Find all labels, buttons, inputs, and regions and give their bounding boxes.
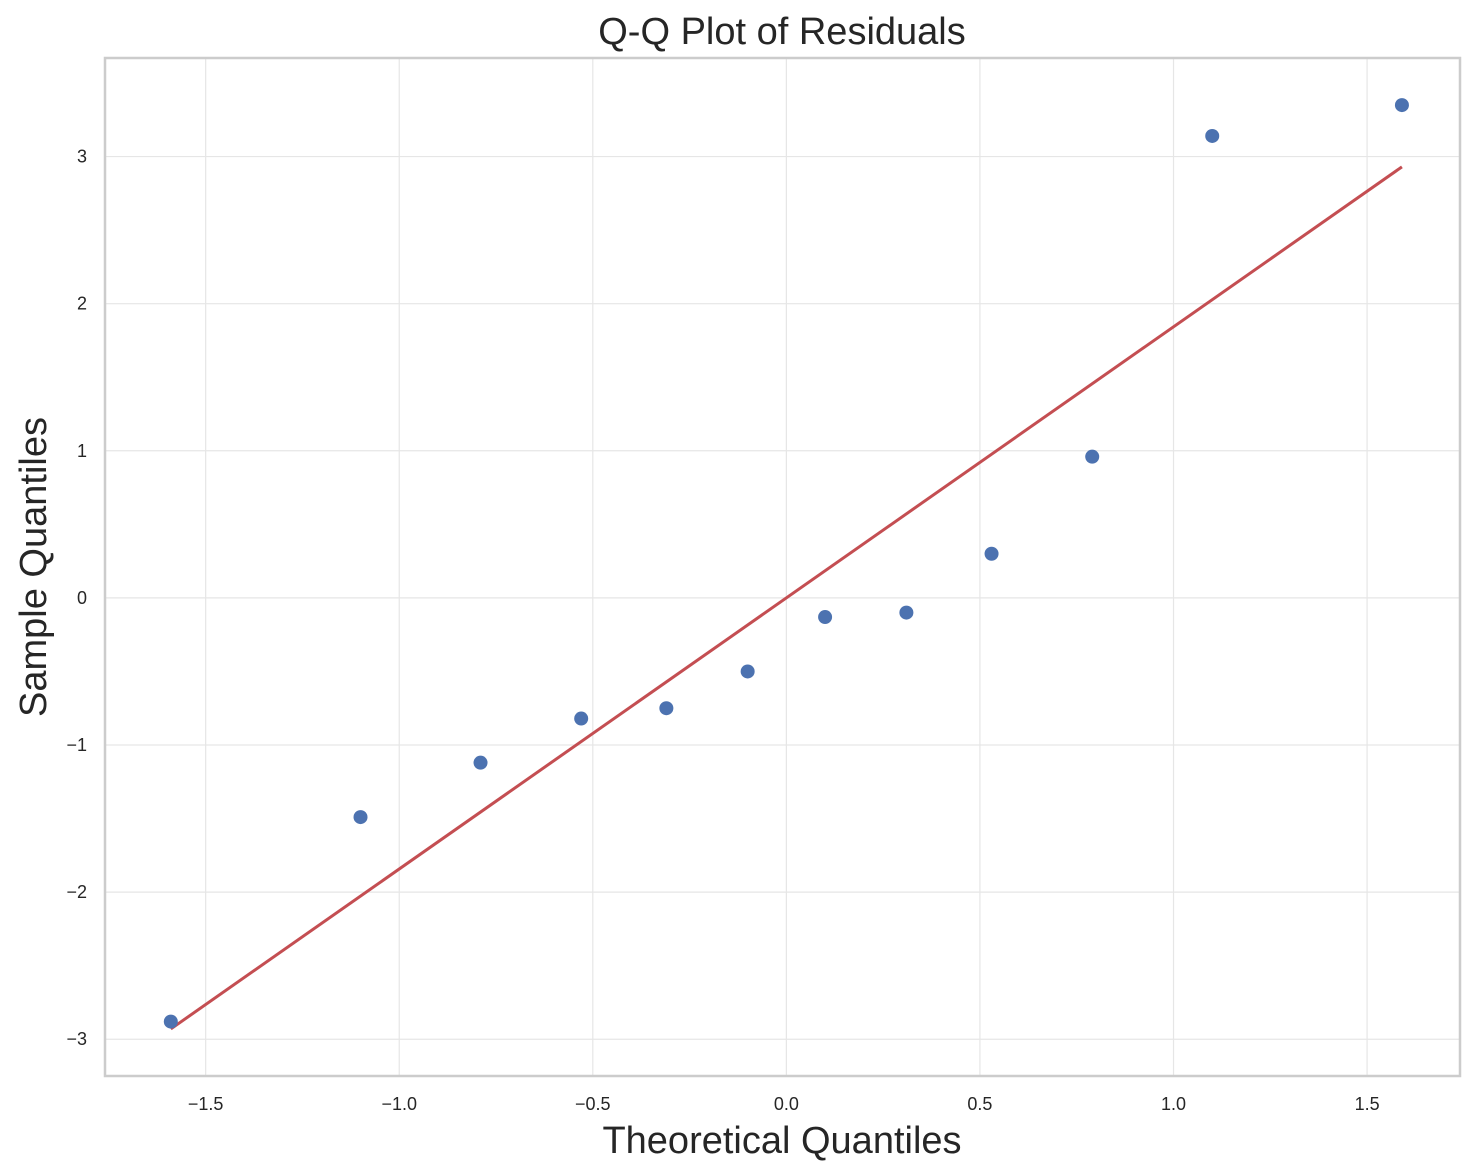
data-point: [473, 755, 488, 770]
y-tick-label: 0: [77, 588, 87, 608]
y-axis-label: Sample Quantiles: [13, 417, 55, 717]
y-tick-label: −1: [66, 735, 87, 755]
grid-layer: [105, 58, 1460, 1076]
reference-line: [169, 165, 1403, 1031]
data-point: [740, 664, 755, 679]
data-point: [574, 711, 589, 726]
x-tick-label: 0.0: [774, 1094, 799, 1114]
plot-frame: [103, 56, 1462, 1078]
y-tick-label: 1: [77, 441, 87, 461]
data-point: [353, 810, 368, 825]
y-tick-label: 2: [77, 294, 87, 314]
y-tick-labels: −3 −2 −1 0 1 2 3: [66, 147, 87, 1050]
y-tick-label: −3: [66, 1029, 87, 1049]
data-point: [984, 546, 999, 561]
x-tick-label: −1.5: [188, 1094, 224, 1114]
data-point: [163, 1014, 178, 1029]
x-tick-labels: −1.5 −1.0 −0.5 0.0 0.5 1.0 1.5: [188, 1094, 1380, 1114]
data-point: [1205, 128, 1220, 143]
x-tick-label: 1.5: [1355, 1094, 1380, 1114]
data-point: [1085, 449, 1100, 464]
x-axis-label: Theoretical Quantiles: [602, 1120, 961, 1162]
x-tick-label: −0.5: [575, 1094, 611, 1114]
data-point: [899, 605, 914, 620]
data-point: [818, 610, 833, 625]
reference-line-layer: [169, 165, 1403, 1031]
data-points: [163, 98, 1409, 1029]
x-tick-label: −1.0: [381, 1094, 417, 1114]
data-point: [659, 701, 674, 716]
x-tick-label: 1.0: [1161, 1094, 1186, 1114]
y-tick-label: 3: [77, 147, 87, 167]
y-tick-label: −2: [66, 882, 87, 902]
x-tick-label: 0.5: [967, 1094, 992, 1114]
data-point: [1394, 98, 1409, 113]
chart-title: Q-Q Plot of Residuals: [598, 11, 965, 53]
